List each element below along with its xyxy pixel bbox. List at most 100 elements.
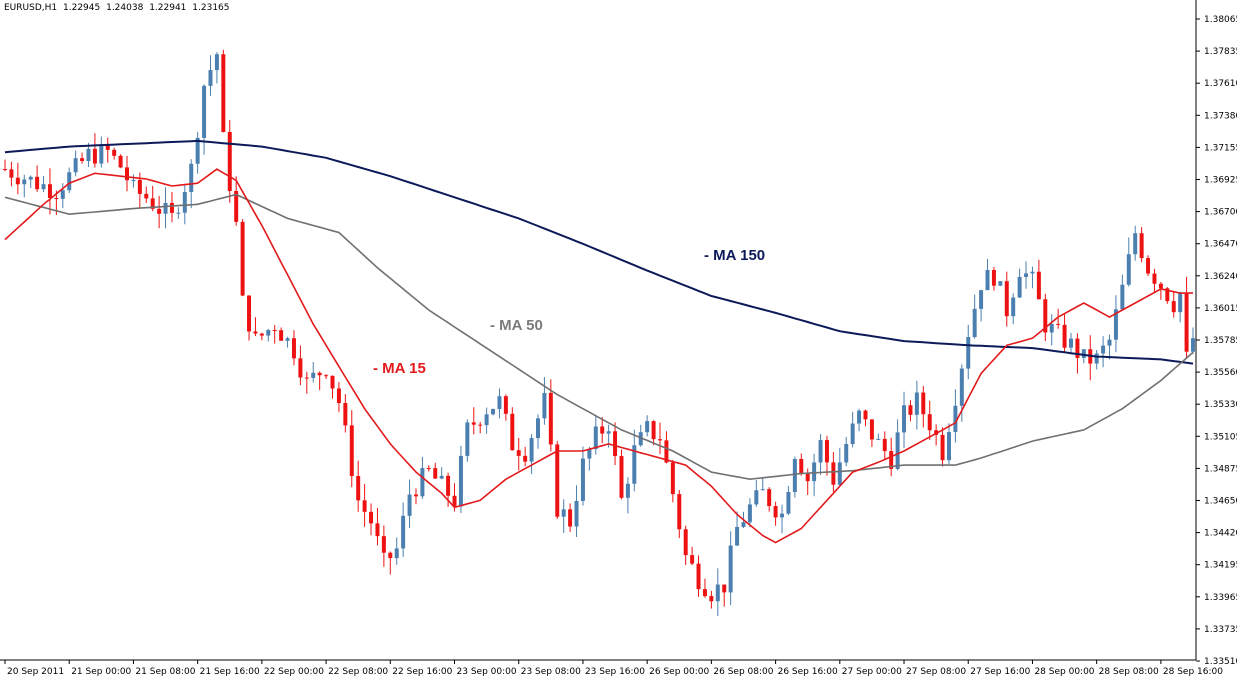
candle-body xyxy=(343,403,348,426)
candle-body xyxy=(234,190,239,222)
candle xyxy=(1024,261,1029,289)
candle xyxy=(86,142,91,167)
candle-body xyxy=(1062,324,1067,348)
candle xyxy=(837,447,842,487)
candle-body xyxy=(805,473,810,482)
candle xyxy=(214,52,219,84)
x-tick-label: 26 Sep 08:00 xyxy=(713,667,773,677)
candle xyxy=(253,317,258,337)
ma15-label: - MA 15 xyxy=(373,360,426,377)
candle-body xyxy=(1107,339,1112,346)
candle-body xyxy=(908,405,913,415)
candle xyxy=(857,408,862,432)
candle-body xyxy=(86,148,91,161)
candle-body xyxy=(497,396,502,410)
candle xyxy=(279,327,284,341)
x-tick-label: 27 Sep 00:00 xyxy=(842,667,902,677)
candle xyxy=(234,176,239,226)
candle-body xyxy=(1043,299,1048,333)
candle-body xyxy=(189,163,194,192)
candle xyxy=(818,434,823,475)
candle-body xyxy=(1017,276,1022,298)
candle-body xyxy=(291,338,296,359)
candle-body xyxy=(446,475,451,496)
candle xyxy=(157,195,162,229)
candle-body xyxy=(760,489,765,491)
candle xyxy=(324,374,329,379)
candle xyxy=(227,120,232,203)
candle xyxy=(824,435,829,476)
candle-body xyxy=(1094,353,1099,364)
x-tick-label: 20 Sep 2011 xyxy=(7,667,64,677)
candle xyxy=(946,423,951,465)
candle-body xyxy=(921,392,926,415)
candle-body xyxy=(330,375,335,389)
y-tick-label: 1.35560 xyxy=(1204,368,1237,378)
y-tick-label: 1.37380 xyxy=(1204,111,1237,121)
candle-body xyxy=(137,179,142,194)
candle xyxy=(484,407,489,434)
candle xyxy=(728,531,733,606)
ma50-label: - MA 50 xyxy=(490,317,543,334)
candle-body xyxy=(54,198,59,200)
y-tick-label: 1.36015 xyxy=(1204,304,1237,314)
x-tick-label: 23 Sep 08:00 xyxy=(521,667,581,677)
candle xyxy=(375,507,380,546)
candle-body xyxy=(125,167,130,181)
candle-body xyxy=(593,426,598,450)
y-tick-label: 1.34875 xyxy=(1204,464,1237,474)
candle xyxy=(349,410,354,488)
candle-body xyxy=(1030,271,1035,274)
candle-body xyxy=(1184,292,1189,352)
candle xyxy=(381,525,386,567)
candle xyxy=(176,207,181,219)
y-tick-label: 1.33510 xyxy=(1204,657,1237,667)
candle xyxy=(41,175,46,193)
candle xyxy=(80,152,85,164)
candle-body xyxy=(869,419,874,440)
candle-body xyxy=(979,290,984,309)
candle xyxy=(580,446,585,506)
candle xyxy=(1043,293,1048,342)
candle xyxy=(1133,225,1138,261)
candle xyxy=(940,427,945,467)
candle xyxy=(1011,293,1016,325)
candle xyxy=(28,175,33,189)
candle xyxy=(1126,237,1131,287)
candle xyxy=(1030,266,1035,289)
candle xyxy=(645,415,650,437)
candle xyxy=(625,477,630,514)
candle xyxy=(767,487,772,512)
y-tick-label: 1.37835 xyxy=(1204,47,1237,57)
candle-body xyxy=(304,377,309,379)
candle-body xyxy=(536,418,540,439)
y-tick-label: 1.34420 xyxy=(1204,529,1237,539)
candle xyxy=(99,136,104,168)
candle xyxy=(658,422,662,455)
open-price: 1.22945 xyxy=(63,3,101,13)
high-price: 1.24038 xyxy=(106,3,144,13)
candle xyxy=(696,555,701,597)
candle xyxy=(195,131,200,174)
candle-body xyxy=(568,509,573,527)
candle-body xyxy=(683,529,688,556)
candle xyxy=(1088,335,1093,381)
candle-body xyxy=(587,449,592,459)
candle-body xyxy=(735,526,740,546)
candle-body xyxy=(1004,281,1009,317)
candle xyxy=(709,590,714,609)
candle xyxy=(1146,255,1151,277)
candle-body xyxy=(1126,254,1131,285)
candle xyxy=(536,414,540,449)
candle-body xyxy=(131,179,136,181)
candle xyxy=(715,568,720,617)
candle xyxy=(651,420,656,446)
candle-body xyxy=(253,331,258,334)
candle xyxy=(208,55,213,96)
candle xyxy=(702,578,707,598)
candle-body xyxy=(336,388,341,404)
candle xyxy=(908,400,913,422)
candle xyxy=(574,485,579,537)
